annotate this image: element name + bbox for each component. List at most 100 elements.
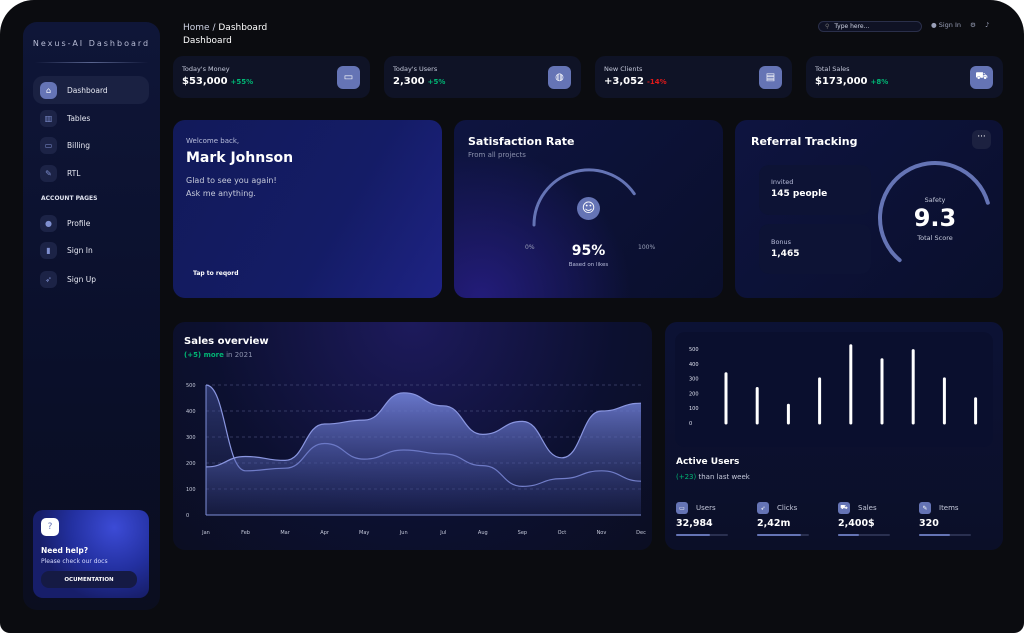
question-icon: ? [41, 518, 59, 536]
welcome-greeting: Welcome back, [186, 137, 240, 145]
tap-to-record-button[interactable]: Tap to reqord [193, 270, 239, 277]
stat-value: $173,000 +8% [815, 76, 888, 87]
x-tick-label: Nov [597, 530, 607, 536]
stat-label: Today's Users [393, 65, 438, 73]
progress-fill [919, 534, 951, 536]
globe-icon: ◍ [548, 66, 571, 89]
breadcrumb: Home / Dashboard [183, 23, 267, 33]
sidebar-item-dashboard[interactable]: ⌂ Dashboard [33, 76, 149, 104]
sidebar-item-sign-up[interactable]: ➶ Sign Up [33, 265, 149, 293]
bonus-value: 1,465 [771, 249, 800, 259]
active-users-rest: than last week [698, 473, 750, 481]
sales-subtitle: (+5) more in 2021 [184, 351, 253, 359]
stat-number: +3,052 [604, 76, 645, 87]
stat-value: $53,000 +55% [182, 76, 253, 87]
page-title: Dashboard [183, 36, 232, 46]
search-icon: ⚲ [825, 23, 830, 30]
stat-value: +3,052 -14% [604, 76, 667, 87]
documentation-button[interactable]: OCUMENTATION [41, 571, 137, 588]
sidebar-item-sign-in[interactable]: ▮ Sign In [33, 236, 149, 264]
stat-number: $53,000 [182, 76, 228, 87]
x-tick-label: Jan [201, 530, 210, 536]
progress-fill [838, 534, 859, 536]
sidebar-item-label: Tables [67, 113, 91, 123]
satisfaction-value: 95% [571, 243, 606, 259]
breadcrumb-separator: / [212, 23, 216, 33]
user-icon: ● [931, 21, 937, 29]
search-placeholder: Type here... [834, 23, 870, 30]
x-tick-label: Jul [439, 530, 446, 536]
sidebar-item-billing[interactable]: ▭ Billing [33, 131, 149, 159]
y-tick-label: 200 [689, 391, 699, 397]
help-title: Need help? [41, 546, 89, 555]
document-icon: ▤ [759, 66, 782, 89]
chart-icon: ▥ [40, 109, 57, 127]
x-tick-label: Dec [636, 530, 646, 536]
y-tick-label: 300 [186, 435, 196, 441]
metric-label: Items [939, 504, 959, 512]
x-tick-label: Sep [518, 530, 527, 536]
welcome-card: Welcome back, Mark Johnson Glad to see y… [173, 120, 442, 298]
sidebar-item-label: RTL [67, 168, 81, 178]
invited-box: Invited 145 people [759, 165, 871, 215]
more-options-button[interactable]: ··· [972, 130, 991, 149]
stat-card: New Clients +3,052 -14% ▤ [595, 56, 792, 98]
stat-value: 2,300 +5% [393, 76, 445, 87]
score-caption: Total Score [917, 234, 953, 242]
active-users-subtitle: (+23) than last week [676, 473, 750, 481]
stat-card: Today's Users 2,300 +5% ◍ [384, 56, 581, 98]
help-card: ? Need help? Please check our docs OCUME… [33, 510, 149, 598]
sidebar-item-label: Dashboard [67, 85, 108, 95]
bonus-box: Bonus 1,465 [759, 224, 871, 274]
user-name: Mark Johnson [186, 150, 294, 166]
cart-icon: ⛟ [838, 502, 850, 514]
breadcrumb-home[interactable]: Home [183, 23, 210, 33]
safety-gauge [878, 161, 990, 263]
safety-score: 9.3 [913, 204, 957, 232]
sidebar-item-tables[interactable]: ▥ Tables [33, 104, 149, 132]
y-tick-label: 200 [186, 461, 196, 467]
wrench-icon: ✎ [919, 502, 931, 514]
metric-value: 2,42m [757, 518, 791, 529]
metric-label: Clicks [777, 504, 798, 512]
bell-icon[interactable]: ♪ [985, 21, 990, 29]
y-tick-label: 0 [186, 513, 189, 519]
x-tick-label: Aug [478, 530, 488, 536]
stat-card: Total Sales $173,000 +8% ⛟ [806, 56, 1003, 98]
card-title: Referral Tracking [751, 135, 858, 148]
progress-bar [838, 534, 890, 536]
y-tick-label: 400 [689, 362, 699, 368]
y-tick-label: 0 [689, 421, 692, 427]
smile-icon: ☺ [577, 197, 600, 220]
search-input[interactable]: ⚲ Type here... [818, 21, 922, 32]
gear-icon[interactable]: ⚙ [970, 21, 976, 29]
stat-card: Today's Money $53,000 +55% ▭ [173, 56, 370, 98]
y-tick-label: 300 [689, 377, 699, 383]
stat-label: New Clients [604, 65, 643, 73]
sidebar-item-rtl[interactable]: ✎ RTL [33, 159, 149, 187]
invited-value: 145 people [771, 189, 828, 199]
active-users-chart: 0 100 200 300 400 500 [689, 344, 978, 427]
x-tick-label: Oct [558, 530, 567, 536]
card-title: Active Users [676, 457, 740, 467]
sign-in-link[interactable]: ● Sign In [931, 21, 961, 29]
sidebar-item-profile[interactable]: ● Profile [33, 209, 149, 237]
help-text: Please check our docs [41, 558, 108, 565]
sales-rest: in 2021 [226, 351, 253, 359]
breadcrumb-current: Dashboard [218, 23, 268, 33]
sales-chart: 0 100 200 300 400 500 Jan Feb Mar Apr May Jun Jul Aug… [186, 383, 646, 536]
card-subtitle: From all projects [468, 151, 526, 159]
referral-card: Referral Tracking ··· Invited 145 people… [735, 120, 1003, 298]
divider [35, 62, 148, 63]
section-heading: ACCOUNT PAGES [41, 195, 98, 202]
stat-number: 2,300 [393, 76, 425, 87]
invited-label: Invited [771, 178, 794, 186]
sign-in-label: Sign In [938, 21, 962, 29]
gauge-arc [532, 168, 636, 227]
rocket-icon: ➶ [757, 502, 769, 514]
satisfaction-card: Satisfaction Rate From all projects ☺ 0%… [454, 120, 723, 298]
progress-bar [676, 534, 728, 536]
brand-logo: Nexus-AI Dashboard [32, 39, 151, 48]
metric-value: 32,984 [676, 518, 713, 529]
